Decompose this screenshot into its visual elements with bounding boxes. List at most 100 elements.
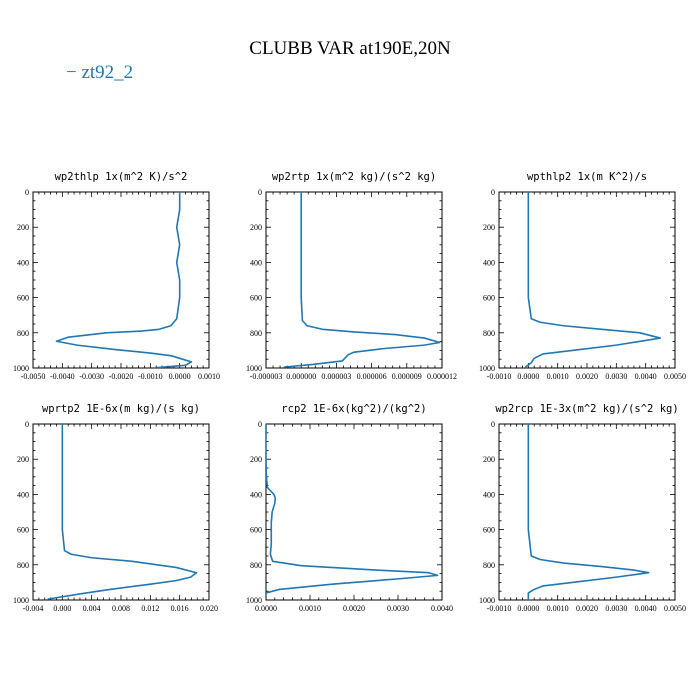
plot-frame [498,191,676,369]
x-tick-label: 0.0050 [664,604,686,613]
y-tick-label: 400 [17,258,29,267]
x-tick-label: 0.0010 [547,372,569,381]
x-tick-label: 0.000 [53,604,71,613]
x-tick-label: -0.000003 [250,372,283,381]
x-tick-label: -0.0050 [21,372,46,381]
x-tick-label: 0.0020 [343,604,365,613]
y-tick-label: 600 [250,526,262,535]
x-tick-label: -0.0040 [50,372,75,381]
y-tick-label: 0 [25,188,29,197]
panel-2: wp2rtp 1x(m^2 kg)/(s^2 kg) 0 200 400 600 800 1… [246,171,457,381]
series-line-zt92_2 [524,192,662,368]
x-tick-label: 0.0000 [169,372,191,381]
panel-5: rcp2 1E-6x(kg^2)/(kg^2) 0 200 400 600 800 1000… [246,403,453,613]
y-tick-label: 400 [250,490,262,499]
series-line-zt92_2 [55,192,193,368]
y-tick-label: 1000 [246,596,262,605]
y-tick-label: 0 [25,420,29,429]
panel-title: wpthlp2 1x(m K^2)/s [527,171,647,183]
y-tick-label: 600 [250,294,262,303]
y-tick-label: 0 [491,188,495,197]
panel-title: wprtp2 1E-6x(m kg)/(s kg) [42,403,200,415]
y-tick-label: 600 [17,294,29,303]
y-tick-label: 0 [258,420,262,429]
y-tick-label: 400 [250,258,262,267]
x-tick-label: 0.0010 [198,372,220,381]
plot-frame [265,191,443,369]
panel-3: wpthlp2 1x(m K^2)/s 0 200 400 600 800 1000-0.0… [479,171,686,381]
y-tick-label: 1000 [13,364,29,373]
panel-title: wp2rcp 1E-3x(m^2 kg)/(s^2 kg) [495,403,678,415]
y-tick-label: 400 [483,490,495,499]
x-tick-label: 0.020 [200,604,218,613]
x-tick-label: -0.0010 [487,604,512,613]
y-tick-label: 600 [17,526,29,535]
x-tick-label: 0.000003 [321,372,351,381]
y-tick-label: 200 [17,455,29,464]
y-tick-label: 1000 [479,596,495,605]
y-tick-label: 1000 [479,364,495,373]
x-tick-label: 0.0000 [517,372,539,381]
x-tick-label: 0.000012 [427,372,457,381]
y-tick-label: 800 [250,561,262,570]
legend-label: zt92_2 [81,62,133,83]
x-tick-label: 0.000009 [392,372,422,381]
x-tick-label: -0.0010 [487,372,512,381]
x-tick-label: 0.004 [83,604,101,613]
x-tick-label: 0.0050 [664,372,686,381]
plot-frame [498,423,676,601]
panels: wp2thlp 1x(m^2 K)/s^202004006008001000-0… [13,171,686,613]
y-tick-label: 600 [483,526,495,535]
y-tick-label: 200 [250,455,262,464]
x-tick-label: 0.0020 [576,604,598,613]
series-line-zt92_2 [47,424,198,600]
legend-dash: − [66,62,81,83]
x-tick-label: -0.004 [23,604,44,613]
series-line-zt92_2 [283,192,441,368]
x-tick-label: -0.0010 [138,372,163,381]
legend: − zt92_2 [66,62,133,83]
y-tick-label: 0 [491,420,495,429]
panel-1: wp2thlp 1x(m^2 K)/s^202004006008001000-0… [13,171,220,381]
x-tick-label: 0.0040 [635,604,657,613]
y-tick-label: 200 [483,223,495,232]
y-tick-label: 800 [17,561,29,570]
y-tick-label: 200 [483,455,495,464]
y-tick-label: 400 [17,490,29,499]
x-tick-label: 0.000000 [286,372,316,381]
panel-title: wp2thlp 1x(m^2 K)/s^2 [55,171,188,183]
x-tick-label: 0.0020 [576,372,598,381]
y-tick-label: 0 [258,188,262,197]
y-tick-label: 800 [483,329,495,338]
panel-title: rcp2 1E-6x(kg^2)/(kg^2) [281,403,426,415]
y-tick-label: 800 [483,561,495,570]
panel-6: wp2rcp 1E-3x(m^2 kg)/(s^2 kg)0 200 400 600 8… [479,403,686,613]
y-tick-label: 1000 [13,596,29,605]
y-tick-label: 800 [250,329,262,338]
x-tick-label: 0.012 [141,604,159,613]
x-tick-label: 0.000006 [357,372,387,381]
y-tick-label: 800 [17,329,29,338]
panel-4: wprtp2 1E-6x(m kg)/(s kg) 0 200 400 600 800 10… [13,403,218,613]
y-tick-label: 600 [483,294,495,303]
x-tick-label: 0.0040 [431,604,453,613]
x-tick-label: 0.0010 [547,604,569,613]
x-tick-label: 0.0000 [255,604,277,613]
x-tick-label: 0.0030 [605,372,627,381]
x-tick-label: 0.0040 [635,372,657,381]
x-tick-label: 0.0000 [517,604,539,613]
y-tick-label: 200 [250,223,262,232]
x-tick-label: 0.0030 [605,604,627,613]
y-tick-label: 1000 [246,364,262,373]
x-tick-label: 0.0010 [299,604,321,613]
x-tick-label: -0.0030 [79,372,104,381]
x-tick-label: 0.016 [171,604,189,613]
plot-frame [265,423,443,601]
y-tick-label: 200 [17,223,29,232]
x-tick-label: 0.008 [112,604,130,613]
plot-frame [32,423,210,601]
panel-title: wp2rtp 1x(m^2 kg)/(s^2 kg) [272,171,436,183]
x-tick-label: 0.0030 [387,604,409,613]
y-tick-label: 400 [483,258,495,267]
series-line-zt92_2 [527,424,650,600]
